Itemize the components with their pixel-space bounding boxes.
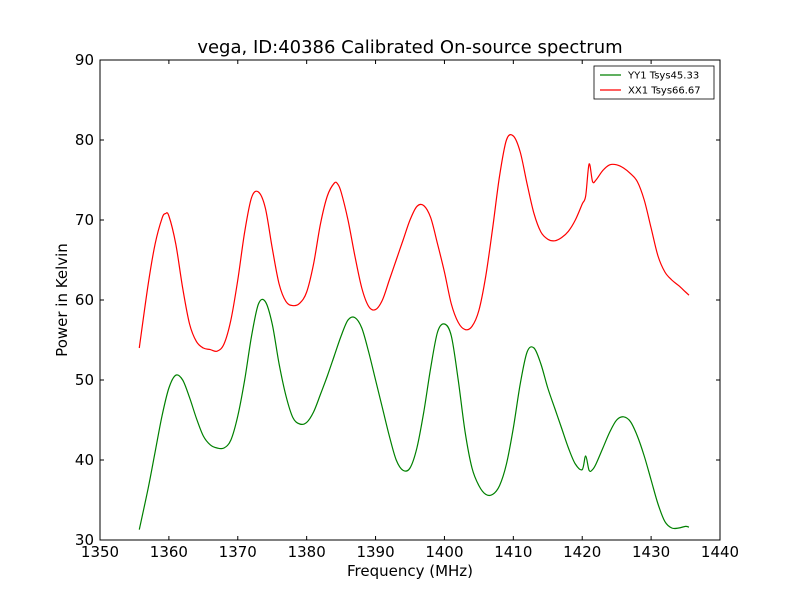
series-line-1: [138, 134, 690, 353]
axis-ticks: 1350 1360 1370 1380 1390 1400 1410 1420 1430 1440…: [75, 51, 739, 561]
y-tick-label: 30: [75, 531, 94, 549]
legend-box: [593, 65, 715, 100]
x-tick-label: 1400: [425, 543, 463, 561]
x-tick-label: 1350: [81, 543, 119, 561]
plot-lines: [138, 134, 690, 530]
x-tick-label: 1440: [701, 543, 739, 561]
y-tick-label: 90: [75, 51, 94, 69]
x-tick-label: 1370: [219, 543, 257, 561]
y-tick-label: 80: [75, 131, 94, 149]
y-tick-label: 70: [75, 211, 94, 229]
x-axis-label: Frequency (MHz): [347, 562, 473, 580]
legend: YY1 Tsys45.33 XX1 Tsys66.67: [593, 65, 715, 100]
y-tick-label: 40: [75, 451, 94, 469]
x-tick-label: 1380: [288, 543, 326, 561]
y-tick-label: 50: [75, 371, 94, 389]
x-tick-label: 1360: [150, 543, 188, 561]
y-tick-label: 60: [75, 291, 94, 309]
legend-label-1: XX1 Tsys66.67: [628, 86, 701, 97]
x-tick-label: 1390: [356, 543, 394, 561]
x-tick-label: 1430: [632, 543, 670, 561]
x-tick-label: 1410: [494, 543, 532, 561]
x-tick-label: 1420: [563, 543, 601, 561]
y-axis-label: Power in Kelvin: [53, 243, 71, 357]
legend-label-0: YY1 Tsys45.33: [627, 71, 699, 82]
series-line-0: [138, 298, 690, 530]
chart-title: vega, ID:40386 Calibrated On-source spec…: [197, 37, 622, 58]
